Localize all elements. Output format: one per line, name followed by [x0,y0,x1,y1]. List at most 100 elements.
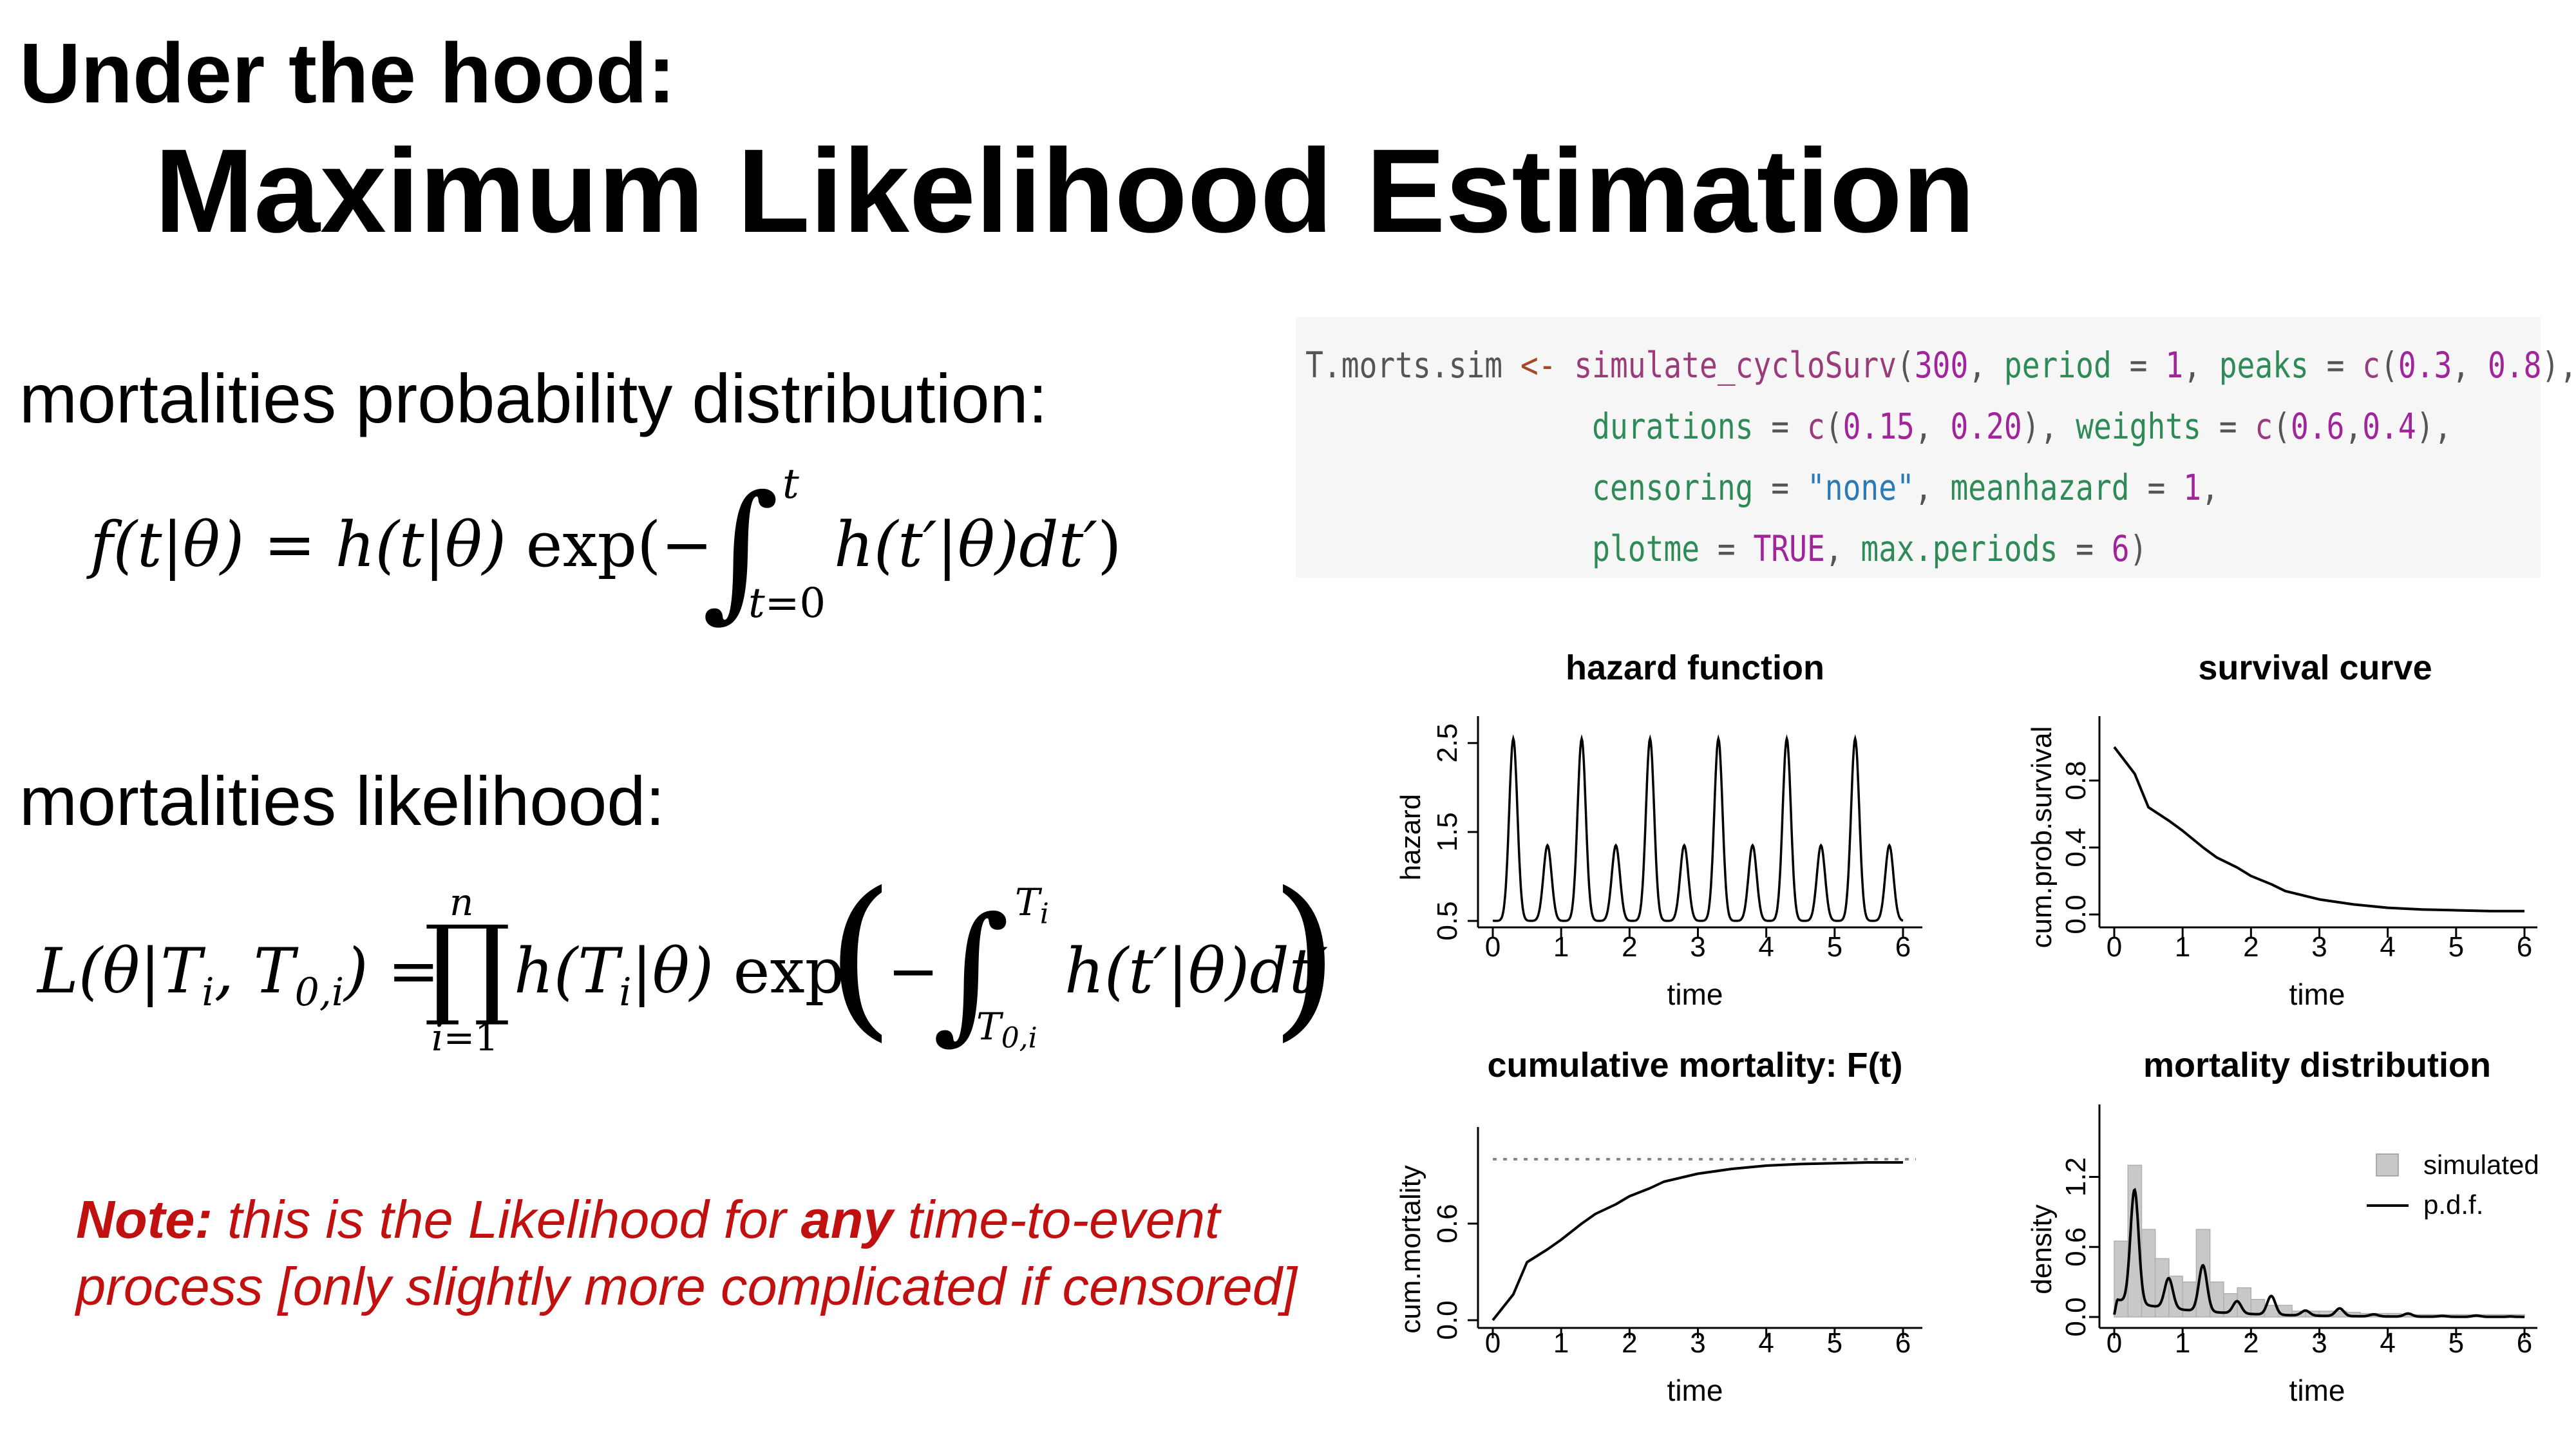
code-token: , [2183,345,2219,386]
code-token: , [2344,406,2363,447]
chart-title: survival curve [2198,649,2432,687]
x-tick-label: 0 [1485,1327,1501,1359]
code-token: = [1753,467,1807,508]
code-token: ), [2416,406,2452,447]
y-tick-label: 0.6 [1432,1204,1463,1243]
x-tick-label: 5 [1827,931,1842,963]
code-token: c [1806,406,1825,447]
code-token: 0.3 [2398,345,2452,386]
y-tick-label: 0.8 [2060,761,2092,800]
x-tick-label: 3 [2311,931,2327,963]
x-tick-label: 5 [1827,1327,1842,1359]
x-tick-label: 0 [2107,931,2122,963]
code-token: meanhazard [1950,467,2130,508]
y-tick-label: 0.5 [1432,901,1463,940]
x-tick-label: 6 [1895,1327,1911,1359]
code-token: = [2058,528,2112,569]
y-axis-label: density [2026,1204,2058,1294]
y-tick-label: 0.4 [2060,828,2092,867]
x-tick-label: 4 [1758,1327,1774,1359]
code-token: plotme [1305,528,1700,569]
chart-title: cumulative mortality: F(t) [1487,1046,1902,1084]
code-token: weights [2076,406,2201,447]
x-tick-label: 5 [2448,1327,2464,1359]
code-token: , [1968,345,2004,386]
code-token: 0.4 [2362,406,2416,447]
x-axis-label: time [2289,978,2345,1011]
x-axis-label: time [1667,978,1723,1011]
x-tick-label: 6 [2517,1327,2532,1359]
y-tick-label: 2.5 [1432,723,1463,762]
code-token: ( [2380,345,2398,386]
x-tick-label: 4 [2380,931,2395,963]
x-tick-label: 3 [2311,1327,2327,1359]
code-token: ), [2541,345,2576,386]
code-token: , [1824,528,1861,569]
code-block: T.morts.sim <- simulate_cycloSurv(300, p… [1296,317,2576,578]
x-axis-label: time [2289,1374,2345,1407]
chart-title: hazard function [1566,649,1824,687]
code-token: ( [1897,345,1915,386]
x-tick-label: 1 [1553,931,1569,963]
x-axis-label: time [1667,1374,1723,1407]
note-lead: Note: [76,1189,213,1249]
code-token: censoring [1305,467,1754,508]
code-token: ( [1824,406,1843,447]
x-tick-label: 3 [1690,931,1705,963]
y-tick-label: 0.0 [2060,1297,2092,1336]
cumulative-curve [1492,1161,1903,1321]
code-token: , [1914,406,1951,447]
code-token: T.morts.sim [1305,345,1520,386]
hazard-curve [1492,734,1904,922]
code-token: = [2129,467,2184,508]
code-token: , [2201,467,2219,508]
code-token: ) [2129,528,2148,569]
x-tick-label: 6 [2517,931,2532,963]
code-token: 6 [2111,528,2130,569]
code-token: ), [2022,406,2076,447]
code-token: 1 [2165,345,2184,386]
x-tick-label: 4 [1758,931,1774,963]
survival-curve [2113,746,2524,913]
code-token: peaks [2219,345,2309,386]
code-token: ( [2273,406,2291,447]
code-token: 0.6 [2291,406,2345,447]
code-token: , [2452,345,2488,386]
x-tick-label: 2 [2243,1327,2259,1359]
code-token: = [2308,345,2363,386]
legend-swatch-simulated [2376,1153,2399,1177]
x-tick-label: 2 [1622,1327,1637,1359]
histogram-bar [2154,1258,2170,1318]
code-token: = [1700,528,1754,569]
x-tick-label: 2 [1622,931,1637,963]
code-token: , [1914,467,1951,508]
histogram-bar [2182,1281,2197,1318]
histogram-bar [2195,1229,2211,1318]
code-token: = [1753,406,1807,447]
pdf-curve [2113,1188,2524,1318]
code-token: c [2362,345,2381,386]
chart-title: mortality distribution [2143,1046,2491,1084]
legend-label-simulated: simulated [2423,1150,2539,1180]
note-emphasis: any [800,1189,893,1249]
code-token: 1 [2183,467,2201,508]
x-tick-label: 6 [1895,931,1911,963]
x-tick-label: 0 [1485,931,1501,963]
code-token: 0.20 [1950,406,2022,447]
code-token: c [2255,406,2273,447]
x-tick-label: 1 [2175,1327,2190,1359]
code-token: 0.15 [1842,406,1915,447]
y-axis-label: hazard [1395,794,1426,881]
code-token: durations [1305,406,1754,447]
code-token: <- [1520,345,1575,386]
likelihood-label: mortalities likelihood: [19,762,665,840]
x-tick-label: 3 [1690,1327,1705,1359]
x-tick-label: 0 [2107,1327,2122,1359]
y-tick-label: 1.5 [1432,812,1463,851]
code-token: simulate_cycloSurv [1574,345,1897,386]
code-token: = [2201,406,2255,447]
likelihood-formula: L(θ|Ti, T0,i) = ∏ n i=1 h(Ti|θ) exp ( − … [37,855,1339,1059]
code-token: period [2003,345,2112,386]
y-tick-label: 0.0 [1432,1300,1463,1340]
